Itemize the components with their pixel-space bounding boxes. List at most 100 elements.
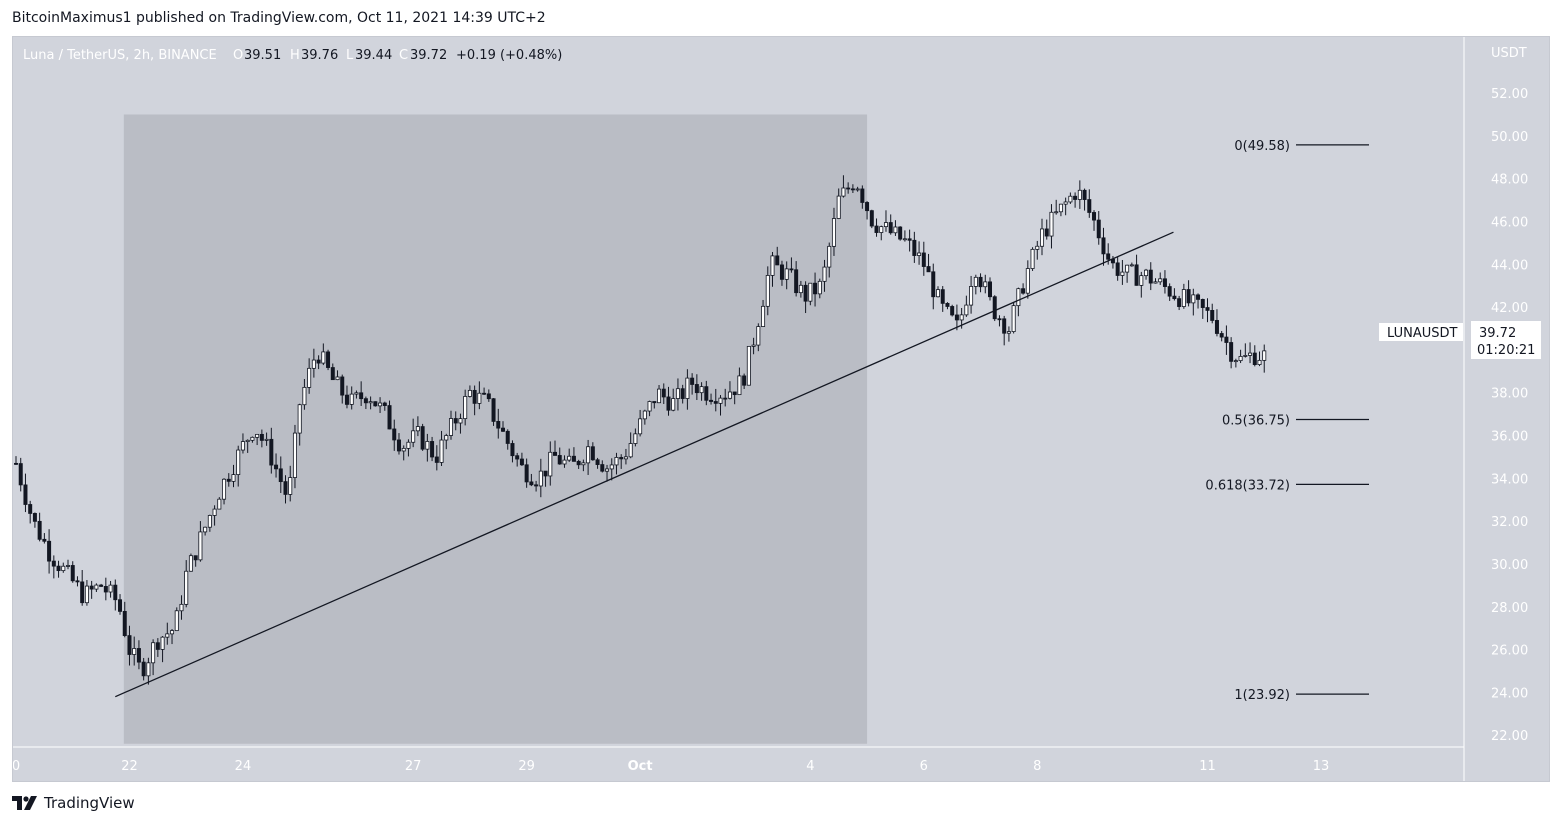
time-axis[interactable]: 0 22 24 27 29 Oct 4 6 8 11 13 (12, 759, 1330, 774)
candle (865, 201, 870, 220)
candle (1167, 283, 1172, 301)
price-chart[interactable]: 0(49.58) 0.5(36.75) 0.618(33.72) 1(23.92) L… (12, 37, 1549, 781)
candle (1210, 303, 1215, 324)
candle (1077, 180, 1082, 209)
time-tick-label: 27 (405, 759, 422, 774)
candle (269, 427, 274, 474)
legend-open-value: 39.51 (244, 48, 281, 63)
candle (623, 448, 628, 465)
candle (813, 272, 818, 307)
candle (378, 397, 383, 413)
candle (850, 184, 855, 193)
candle (553, 440, 558, 456)
candle (557, 447, 562, 465)
candle (1144, 268, 1149, 280)
candle (250, 436, 255, 443)
tradingview-logo-icon[interactable] (12, 796, 38, 810)
footer-brand[interactable]: TradingView (44, 794, 135, 812)
candle (827, 242, 832, 278)
candle (1054, 199, 1059, 215)
candle (434, 445, 439, 471)
candle (699, 382, 704, 401)
candle (217, 497, 222, 510)
candle (642, 409, 647, 425)
price-tick-label: 34.00 (1491, 472, 1528, 487)
candle (661, 383, 666, 405)
candle (448, 410, 453, 440)
chart-panel[interactable]: 0(49.58) 0.5(36.75) 0.618(33.72) 1(23.92) L… (12, 36, 1550, 782)
candle (226, 473, 231, 487)
time-tick-label: 22 (121, 759, 138, 774)
candle (694, 374, 699, 401)
price-tick-label: 30.00 (1491, 558, 1528, 573)
candle (950, 304, 955, 317)
candle (709, 393, 714, 405)
fib-level[interactable]: 0.618(33.72) (1205, 478, 1369, 493)
candle (988, 277, 993, 301)
candle (1172, 288, 1177, 301)
candle (1248, 342, 1253, 364)
candle (75, 576, 80, 587)
candle (458, 413, 463, 434)
legend-low-value: 39.44 (355, 48, 392, 63)
fib-level[interactable]: 1(23.92) (1234, 688, 1369, 703)
candle (297, 403, 302, 446)
candle (756, 323, 761, 352)
candle (1262, 344, 1267, 373)
candle (680, 384, 685, 404)
candle (1233, 358, 1238, 368)
candle (1044, 219, 1049, 240)
time-tick-label: 29 (518, 759, 535, 774)
price-tick-label: 44.00 (1491, 258, 1528, 273)
candle (969, 275, 974, 314)
price-tick-label: 38.00 (1491, 387, 1528, 402)
candle (586, 439, 591, 475)
candle (359, 381, 364, 406)
price-axis[interactable]: 52.0050.0048.0046.0044.0042.0040.0038.00… (1491, 87, 1528, 744)
candle (66, 559, 71, 570)
candle (1229, 337, 1234, 369)
candle (37, 512, 42, 542)
candle (1063, 197, 1068, 216)
price-tick-label: 32.00 (1491, 515, 1528, 530)
time-tick-label: 0 (13, 759, 20, 774)
trendline[interactable] (115, 231, 1174, 698)
candle (1252, 345, 1257, 367)
candle (42, 533, 47, 544)
legend: Luna / TetherUS, 2h, BINANCE O 39.51 H 3… (23, 48, 562, 63)
candle (94, 583, 99, 592)
fib-label: 0(49.58) (1234, 139, 1290, 154)
candle (193, 555, 198, 567)
fib-level[interactable]: 0.5(36.75) (1222, 413, 1369, 428)
candle (718, 395, 723, 416)
candle (1011, 302, 1016, 334)
candle (893, 220, 898, 236)
candle (28, 500, 33, 524)
candle (595, 457, 600, 469)
legend-high-label: H (290, 48, 300, 63)
candle (898, 226, 903, 241)
candle (302, 379, 307, 410)
candle (571, 447, 576, 462)
candle (926, 253, 931, 273)
time-tick-label: 13 (1313, 759, 1330, 774)
candle (278, 456, 283, 493)
candle (321, 343, 326, 366)
candle (245, 439, 250, 453)
fib-level[interactable]: 0(49.58) (1234, 139, 1369, 154)
price-tick-label: 50.00 (1491, 130, 1528, 145)
candle (841, 175, 846, 198)
candle (207, 514, 212, 532)
candle (51, 555, 56, 579)
candle (1049, 204, 1054, 249)
candle (675, 378, 680, 411)
candle (704, 380, 709, 406)
candle (633, 428, 638, 447)
candle (761, 299, 766, 327)
candle (486, 389, 491, 402)
candle (132, 636, 137, 666)
candle (874, 218, 879, 237)
candle (1238, 349, 1243, 364)
candle (188, 553, 193, 572)
candle (983, 274, 988, 294)
